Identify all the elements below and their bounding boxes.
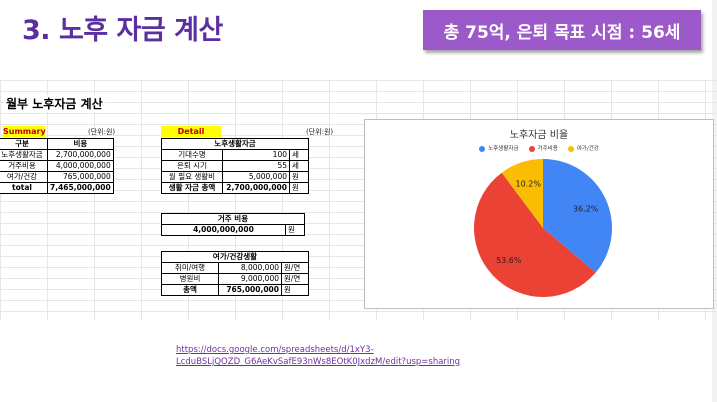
summary-label: 노후생활자금 [0,149,48,161]
detail-unit: (단위:원) [306,128,334,136]
table-row: total 7,465,000,000 [0,182,114,194]
summary-header-category: 구분 [0,138,48,150]
table-row: 구분 비용 [0,138,114,150]
table-row: 총액 765,000,000 원 [161,284,309,296]
summary-value: 4,000,000,000 [47,160,114,172]
pie-label-0: 36.2% [573,204,599,213]
living-header: 노후생활자금 [161,138,309,150]
link-line-1[interactable]: https://docs.google.com/spreadsheets/d/1… [176,345,374,355]
leisure-value: 9,000,000 [218,273,282,285]
pie-slice-0 [543,159,612,273]
detail-unit-cell: 원 [289,171,309,183]
detail-total-label: 생활 자금 총액 [161,182,223,194]
table-row: 은퇴 시기 55 세 [161,160,309,172]
leisure-unit: 원/연 [281,273,309,285]
summary-unit: (단위:원) [88,128,116,136]
table-row: 병원비 9,000,000 원/연 [161,273,309,285]
leisure-total-value: 765,000,000 [218,284,282,296]
summary-total-label: total [0,182,48,194]
leisure-unit: 원 [281,284,309,296]
detail-label: 은퇴 시기 [161,160,223,172]
summary-header-cost: 비용 [47,138,114,150]
detail-unit-cell: 원 [289,182,309,194]
summary-label: 거주비용 [0,160,48,172]
summary-label: 여가/건강 [0,171,48,183]
pie-slice-2 [501,159,543,228]
leisure-label: 병원비 [161,273,219,285]
leisure-unit: 원/연 [281,262,309,274]
pie-slice-1 [474,172,596,297]
table-row: 거주비용 4,000,000,000 [0,160,114,172]
table-row: 노후생활자금 2,700,000,000 [0,149,114,161]
detail-value: 5,000,000 [222,171,290,183]
table-row: 노후생활자금 [161,138,309,150]
table-row: 취미/여행 8,000,000 원/연 [161,262,309,274]
pie-chart: 36.2% 53.6% 10.2% [474,159,612,297]
legend-item: 거주비용 [528,144,558,152]
table-row: 여가/건강 765,000,000 [0,171,114,183]
detail-unit-cell: 세 [289,149,309,161]
housing-table: 거주 비용 4,000,000,000 원 [161,213,306,236]
leisure-label: 취미/여행 [161,262,219,274]
leisure-value: 8,000,000 [218,262,282,274]
leisure-table: 여가/건강생활 취미/여행 8,000,000 원/연 병원비 9,000,00… [161,251,309,296]
legend-label: 여가/건강 [576,146,599,152]
legend-item: 여가/건강 [567,144,599,152]
summary-table: 구분 비용 노후생활자금 2,700,000,000 거주비용 4,000,00… [0,138,114,194]
table-row: 여가/건강생활 [161,251,309,263]
slide-title: 3. 노후 자금 계산 [22,15,223,46]
chart-title: 노후자금 비율 [509,130,569,141]
chart-legend: 노후생활자금 거주비용 여가/건강 [365,144,713,152]
table-row: 기대수명 100 세 [161,149,309,161]
summary-total-value: 7,465,000,000 [47,182,114,194]
legend-swatch [567,145,574,152]
housing-header: 거주 비용 [161,213,305,225]
link-line-2[interactable]: LcduBSLjQOZD_G6AeKvSafE93nWs8EOtK0JxdzM/… [176,357,461,367]
summary-tag: Summary [3,126,46,137]
table-row: 월 필요 생활비 5,000,000 원 [161,171,309,183]
legend-label: 거주비용 [537,146,558,152]
detail-value: 55 [222,160,290,172]
pie-label-1: 53.6% [496,256,522,265]
sheet-title: 월부 노후자금 계산 [4,95,105,112]
housing-unit: 원 [284,224,306,236]
legend-swatch [528,145,535,152]
legend-swatch [479,145,486,152]
summary-banner: 총 75억, 은퇴 목표 시점 : 56세 [423,10,701,50]
table-row: 생활 자금 총액 2,700,000,000 원 [161,182,309,194]
housing-value: 4,000,000,000 [161,224,286,236]
table-row: 4,000,000,000 원 [161,224,306,236]
leisure-total-label: 총액 [161,284,219,296]
spreadsheet-link[interactable]: https://docs.google.com/spreadsheets/d/1… [176,344,460,368]
living-expense-table: 노후생활자금 기대수명 100 세 은퇴 시기 55 세 월 필요 생활비 5,… [161,138,309,194]
pie-label-2: 10.2% [516,179,542,188]
pie-chart-panel: 노후자금 비율 노후생활자금 거주비용 여가/건강 36.2% 53.6% 10.2… [364,119,714,309]
detail-value: 100 [222,149,290,161]
detail-total-value: 2,700,000,000 [222,182,290,194]
detail-unit-cell: 세 [289,160,309,172]
leisure-header: 여가/건강생활 [161,251,309,263]
detail-label: 월 필요 생활비 [161,171,223,183]
table-row: 거주 비용 [161,213,305,225]
legend-label: 노후생활자금 [488,146,519,152]
detail-label: 기대수명 [161,149,223,161]
legend-item: 노후생활자금 [479,144,519,152]
summary-value: 2,700,000,000 [47,149,114,161]
summary-value: 765,000,000 [47,171,114,183]
detail-tag: Detail [161,126,221,137]
